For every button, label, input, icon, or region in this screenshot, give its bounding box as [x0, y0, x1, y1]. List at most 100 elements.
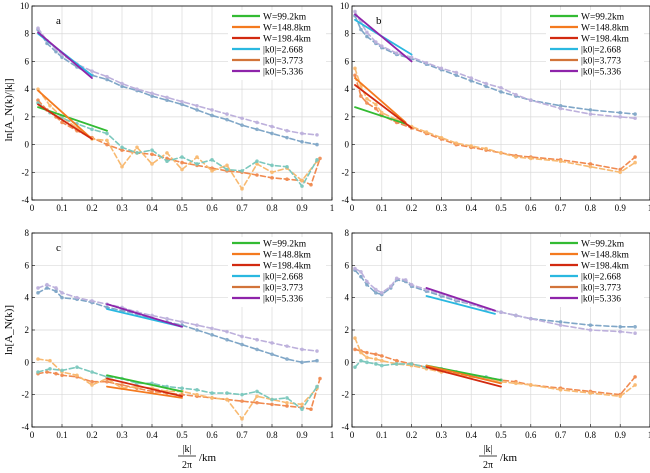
y-tick-label: 10 [20, 1, 30, 11]
x-tick-label: 0.6 [206, 203, 218, 213]
data-point [150, 313, 154, 318]
data-point [195, 323, 199, 327]
data-point [618, 324, 622, 329]
x-tick-label: 0.3 [116, 203, 128, 213]
x-label-unit: /km [199, 452, 217, 464]
data-point [394, 358, 399, 363]
y-tick-label: 8 [25, 228, 30, 238]
data-point [75, 295, 79, 300]
data-point [409, 362, 414, 366]
panel-label: a [56, 15, 61, 27]
legend-label: |k0|=5.336 [581, 295, 621, 305]
x-tick-label: 0.1 [56, 203, 67, 213]
data-point [529, 383, 533, 387]
data-point [225, 329, 229, 334]
data-point [270, 341, 274, 345]
data-point [240, 123, 244, 127]
x-tick-label: 0.1 [376, 430, 387, 440]
y-tick-label: 0 [25, 357, 30, 367]
x-tick-label: 0.9 [615, 430, 627, 440]
data-point [240, 187, 244, 191]
x-tick-label: 0.3 [436, 203, 448, 213]
y-tick-label: 0 [345, 357, 350, 367]
data-point [633, 331, 637, 336]
data-point [285, 177, 289, 182]
data-point [195, 155, 199, 159]
data-point [150, 148, 154, 152]
data-point [618, 110, 622, 115]
data-point [618, 167, 622, 172]
y-tick-label: 2 [345, 112, 350, 122]
data-point [240, 417, 244, 421]
y-tick-label: 8 [345, 29, 350, 39]
data-point [255, 347, 259, 352]
data-point [105, 138, 109, 143]
data-point [454, 73, 459, 78]
data-point [195, 388, 199, 392]
axes-frame [31, 5, 333, 201]
data-point [135, 145, 139, 150]
y-tick-label: -4 [342, 195, 350, 205]
data-point [394, 51, 399, 55]
x-tick-label: 0.5 [495, 203, 507, 213]
data-point [48, 367, 52, 371]
data-point [439, 135, 444, 140]
x-label-numerator: |k| [483, 444, 492, 455]
data-point [270, 131, 274, 136]
legend-label: W=198.4km [263, 262, 311, 272]
data-point [618, 394, 622, 399]
data-point [558, 320, 563, 324]
data-point [365, 350, 369, 355]
y-tick-label: -2 [342, 167, 350, 177]
legend-label: |k0|=2.668 [581, 46, 621, 56]
data-point [365, 101, 369, 105]
data-series-line-0 [37, 28, 318, 146]
data-point [270, 397, 274, 402]
data-point [36, 370, 40, 374]
fit-line-8 [425, 295, 496, 315]
data-point [499, 151, 503, 155]
x-tick-label: 0.1 [56, 430, 67, 440]
data-point [105, 305, 109, 310]
data-point [210, 169, 214, 173]
data-point [374, 357, 378, 361]
y-tick-label: 4 [345, 293, 350, 303]
y-tick-label: -4 [342, 422, 350, 432]
x-tick-label: 0.9 [615, 203, 627, 213]
legend-label: W=198.4km [581, 262, 629, 272]
data-point [318, 156, 322, 161]
data-point [394, 276, 399, 281]
y-tick-label: 2 [25, 325, 30, 335]
fit-line-6 [425, 364, 502, 385]
x-tick-label: 0.8 [266, 203, 278, 213]
data-point [255, 400, 259, 405]
data-point [558, 106, 563, 111]
data-point [633, 160, 637, 165]
panel-d: 0 0.1 0.2 0.3 0.4 0.5 0.6 0.7 0.8 0.9 1 -4 -2 0 2 4 6 8 d W… [342, 228, 650, 440]
x-tick-label: 0.7 [236, 430, 248, 440]
data-point [588, 164, 593, 169]
data-point [588, 112, 593, 116]
data-point [424, 130, 429, 134]
data-point [240, 334, 244, 339]
data-point [36, 286, 40, 290]
data-point [60, 120, 64, 125]
x-label-unit: /km [500, 452, 518, 464]
data-point [90, 69, 94, 73]
data-point [359, 358, 363, 363]
data-point [454, 141, 459, 145]
x-label-denominator: 2π [182, 460, 192, 471]
y-tick-label: 6 [25, 56, 30, 66]
data-point [60, 291, 64, 295]
data-point [255, 120, 259, 125]
y-tick-label: -2 [22, 390, 30, 400]
data-point [75, 373, 79, 378]
data-point [633, 155, 637, 159]
data-point [353, 9, 357, 14]
data-point [588, 108, 593, 112]
fit-line-6 [354, 84, 413, 129]
data-point [315, 358, 319, 363]
x-tick-label: 0.1 [376, 203, 387, 213]
data-point [300, 347, 304, 352]
data-point [359, 270, 363, 274]
